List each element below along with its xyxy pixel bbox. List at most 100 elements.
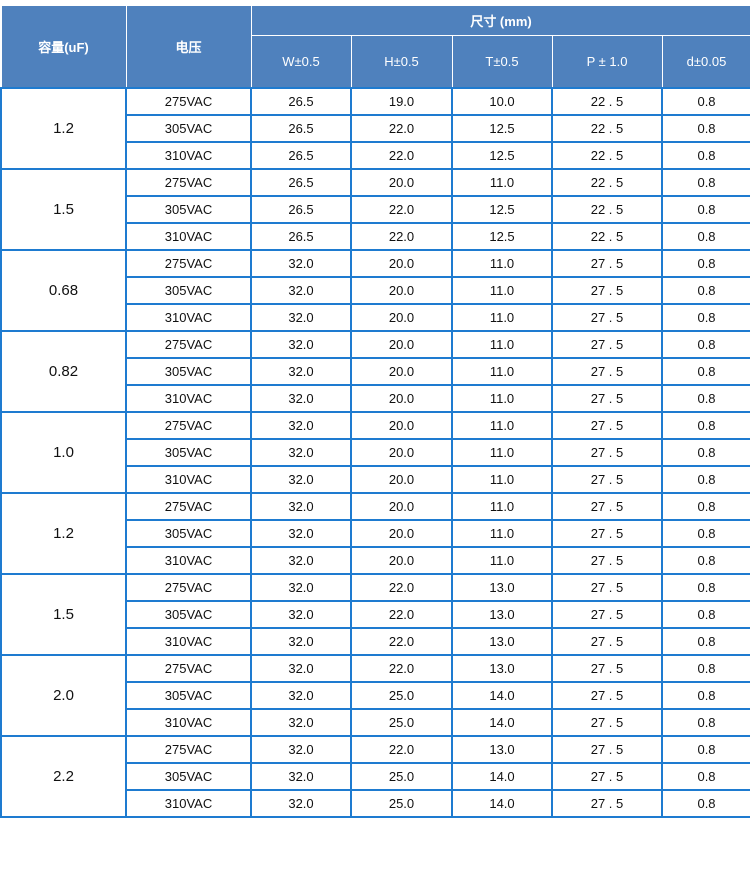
t-cell: 11.0	[451, 411, 553, 440]
d-cell: 0.8	[660, 330, 750, 359]
p-cell: 27 . 5	[551, 384, 663, 413]
w-cell: 26.5	[250, 87, 352, 116]
table-row: 2.0 275VAC 32.0 22.0 13.0 27 . 5 0.8	[0, 654, 750, 737]
p-cell: 22 . 5	[551, 87, 663, 116]
p-cell: 27 . 5	[551, 276, 663, 305]
capacity-cell: 1.0	[0, 411, 127, 494]
table-row: 0.68 275VAC 32.0 20.0 11.0 27 . 5 0.8	[0, 249, 750, 332]
w-cell: 32.0	[250, 411, 352, 440]
voltage-cell: 305VAC	[125, 357, 252, 386]
t-cell: 14.0	[451, 708, 553, 737]
d-cell: 0.8	[660, 303, 750, 332]
p-cell: 27 . 5	[551, 492, 663, 521]
voltage-cell: 310VAC	[125, 384, 252, 413]
t-cell: 12.5	[451, 141, 553, 170]
table-row: 310VAC 32.0 20.0 11.0 27 . 5 0.8	[1, 546, 750, 575]
h-cell: 20.0	[350, 168, 453, 197]
t-cell: 14.0	[451, 789, 553, 818]
t-cell: 12.5	[451, 222, 553, 251]
h-cell: 22.0	[350, 141, 453, 170]
w-cell: 32.0	[250, 330, 352, 359]
table-row: 305VAC 32.0 20.0 11.0 27 . 5 0.8	[1, 276, 750, 305]
header-t: T±0.5	[451, 35, 553, 89]
h-cell: 25.0	[350, 762, 453, 791]
p-cell: 27 . 5	[551, 735, 663, 764]
table-row: 1.5 275VAC 32.0 22.0 13.0 27 . 5 0.8	[0, 573, 750, 656]
h-cell: 22.0	[350, 600, 453, 629]
d-cell: 0.8	[660, 654, 750, 683]
table-row: 310VAC 32.0 25.0 14.0 27 . 5 0.8	[1, 789, 750, 818]
p-cell: 27 . 5	[551, 654, 663, 683]
voltage-cell: 305VAC	[125, 438, 252, 467]
d-cell: 0.8	[660, 168, 750, 197]
table-row: 305VAC 32.0 25.0 14.0 27 . 5 0.8	[1, 681, 750, 710]
d-cell: 0.8	[660, 357, 750, 386]
voltage-cell: 310VAC	[125, 708, 252, 737]
p-cell: 27 . 5	[551, 708, 663, 737]
p-cell: 27 . 5	[551, 303, 663, 332]
h-cell: 20.0	[350, 519, 453, 548]
t-cell: 13.0	[451, 600, 553, 629]
d-cell: 0.8	[660, 519, 750, 548]
voltage-cell: 310VAC	[125, 546, 252, 575]
p-cell: 27 . 5	[551, 546, 663, 575]
w-cell: 32.0	[250, 546, 352, 575]
voltage-cell: 275VAC	[125, 411, 252, 440]
table-row: 1.2 275VAC 32.0 20.0 11.0 27 . 5 0.8	[0, 492, 750, 575]
p-cell: 27 . 5	[551, 627, 663, 656]
t-cell: 13.0	[451, 735, 553, 764]
table-row: 305VAC 32.0 25.0 14.0 27 . 5 0.8	[1, 762, 750, 791]
p-cell: 27 . 5	[551, 789, 663, 818]
w-cell: 32.0	[250, 654, 352, 683]
d-cell: 0.8	[660, 708, 750, 737]
voltage-cell: 305VAC	[125, 762, 252, 791]
t-cell: 11.0	[451, 492, 553, 521]
table-row: 305VAC 32.0 22.0 13.0 27 . 5 0.8	[1, 600, 750, 629]
p-cell: 27 . 5	[551, 600, 663, 629]
t-cell: 10.0	[451, 87, 553, 116]
p-cell: 27 . 5	[551, 330, 663, 359]
d-cell: 0.8	[660, 438, 750, 467]
h-cell: 20.0	[350, 303, 453, 332]
voltage-cell: 310VAC	[125, 465, 252, 494]
h-cell: 22.0	[350, 195, 453, 224]
w-cell: 26.5	[250, 114, 352, 143]
table-row: 2.2 275VAC 32.0 22.0 13.0 27 . 5 0.8	[0, 735, 750, 818]
p-cell: 27 . 5	[551, 411, 663, 440]
table-row: 0.82 275VAC 32.0 20.0 11.0 27 . 5 0.8	[0, 330, 750, 413]
capacity-cell: 1.5	[0, 573, 127, 656]
h-cell: 20.0	[350, 492, 453, 521]
table-row: 1.5 275VAC 26.5 20.0 11.0 22 . 5 0.8	[0, 168, 750, 251]
voltage-cell: 305VAC	[125, 681, 252, 710]
capacity-cell: 1.2	[0, 87, 127, 170]
d-cell: 0.8	[660, 573, 750, 602]
voltage-cell: 275VAC	[125, 249, 252, 278]
w-cell: 32.0	[250, 465, 352, 494]
d-cell: 0.8	[660, 600, 750, 629]
t-cell: 13.0	[451, 573, 553, 602]
h-cell: 20.0	[350, 411, 453, 440]
h-cell: 25.0	[350, 708, 453, 737]
voltage-cell: 310VAC	[125, 222, 252, 251]
h-cell: 20.0	[350, 384, 453, 413]
t-cell: 14.0	[451, 681, 553, 710]
h-cell: 20.0	[350, 438, 453, 467]
d-cell: 0.8	[660, 222, 750, 251]
t-cell: 14.0	[451, 762, 553, 791]
capacity-cell: 1.2	[0, 492, 127, 575]
header-w: W±0.5	[250, 35, 352, 89]
w-cell: 32.0	[250, 681, 352, 710]
table-row: 310VAC 32.0 20.0 11.0 27 . 5 0.8	[1, 384, 750, 413]
h-cell: 22.0	[350, 573, 453, 602]
h-cell: 20.0	[350, 330, 453, 359]
d-cell: 0.8	[660, 735, 750, 764]
d-cell: 0.8	[660, 681, 750, 710]
t-cell: 11.0	[451, 168, 553, 197]
voltage-cell: 305VAC	[125, 114, 252, 143]
voltage-cell: 305VAC	[125, 195, 252, 224]
d-cell: 0.8	[660, 546, 750, 575]
p-cell: 22 . 5	[551, 114, 663, 143]
header-d: d±0.05	[661, 35, 750, 89]
capacity-cell: 1.5	[0, 168, 127, 251]
t-cell: 11.0	[451, 357, 553, 386]
